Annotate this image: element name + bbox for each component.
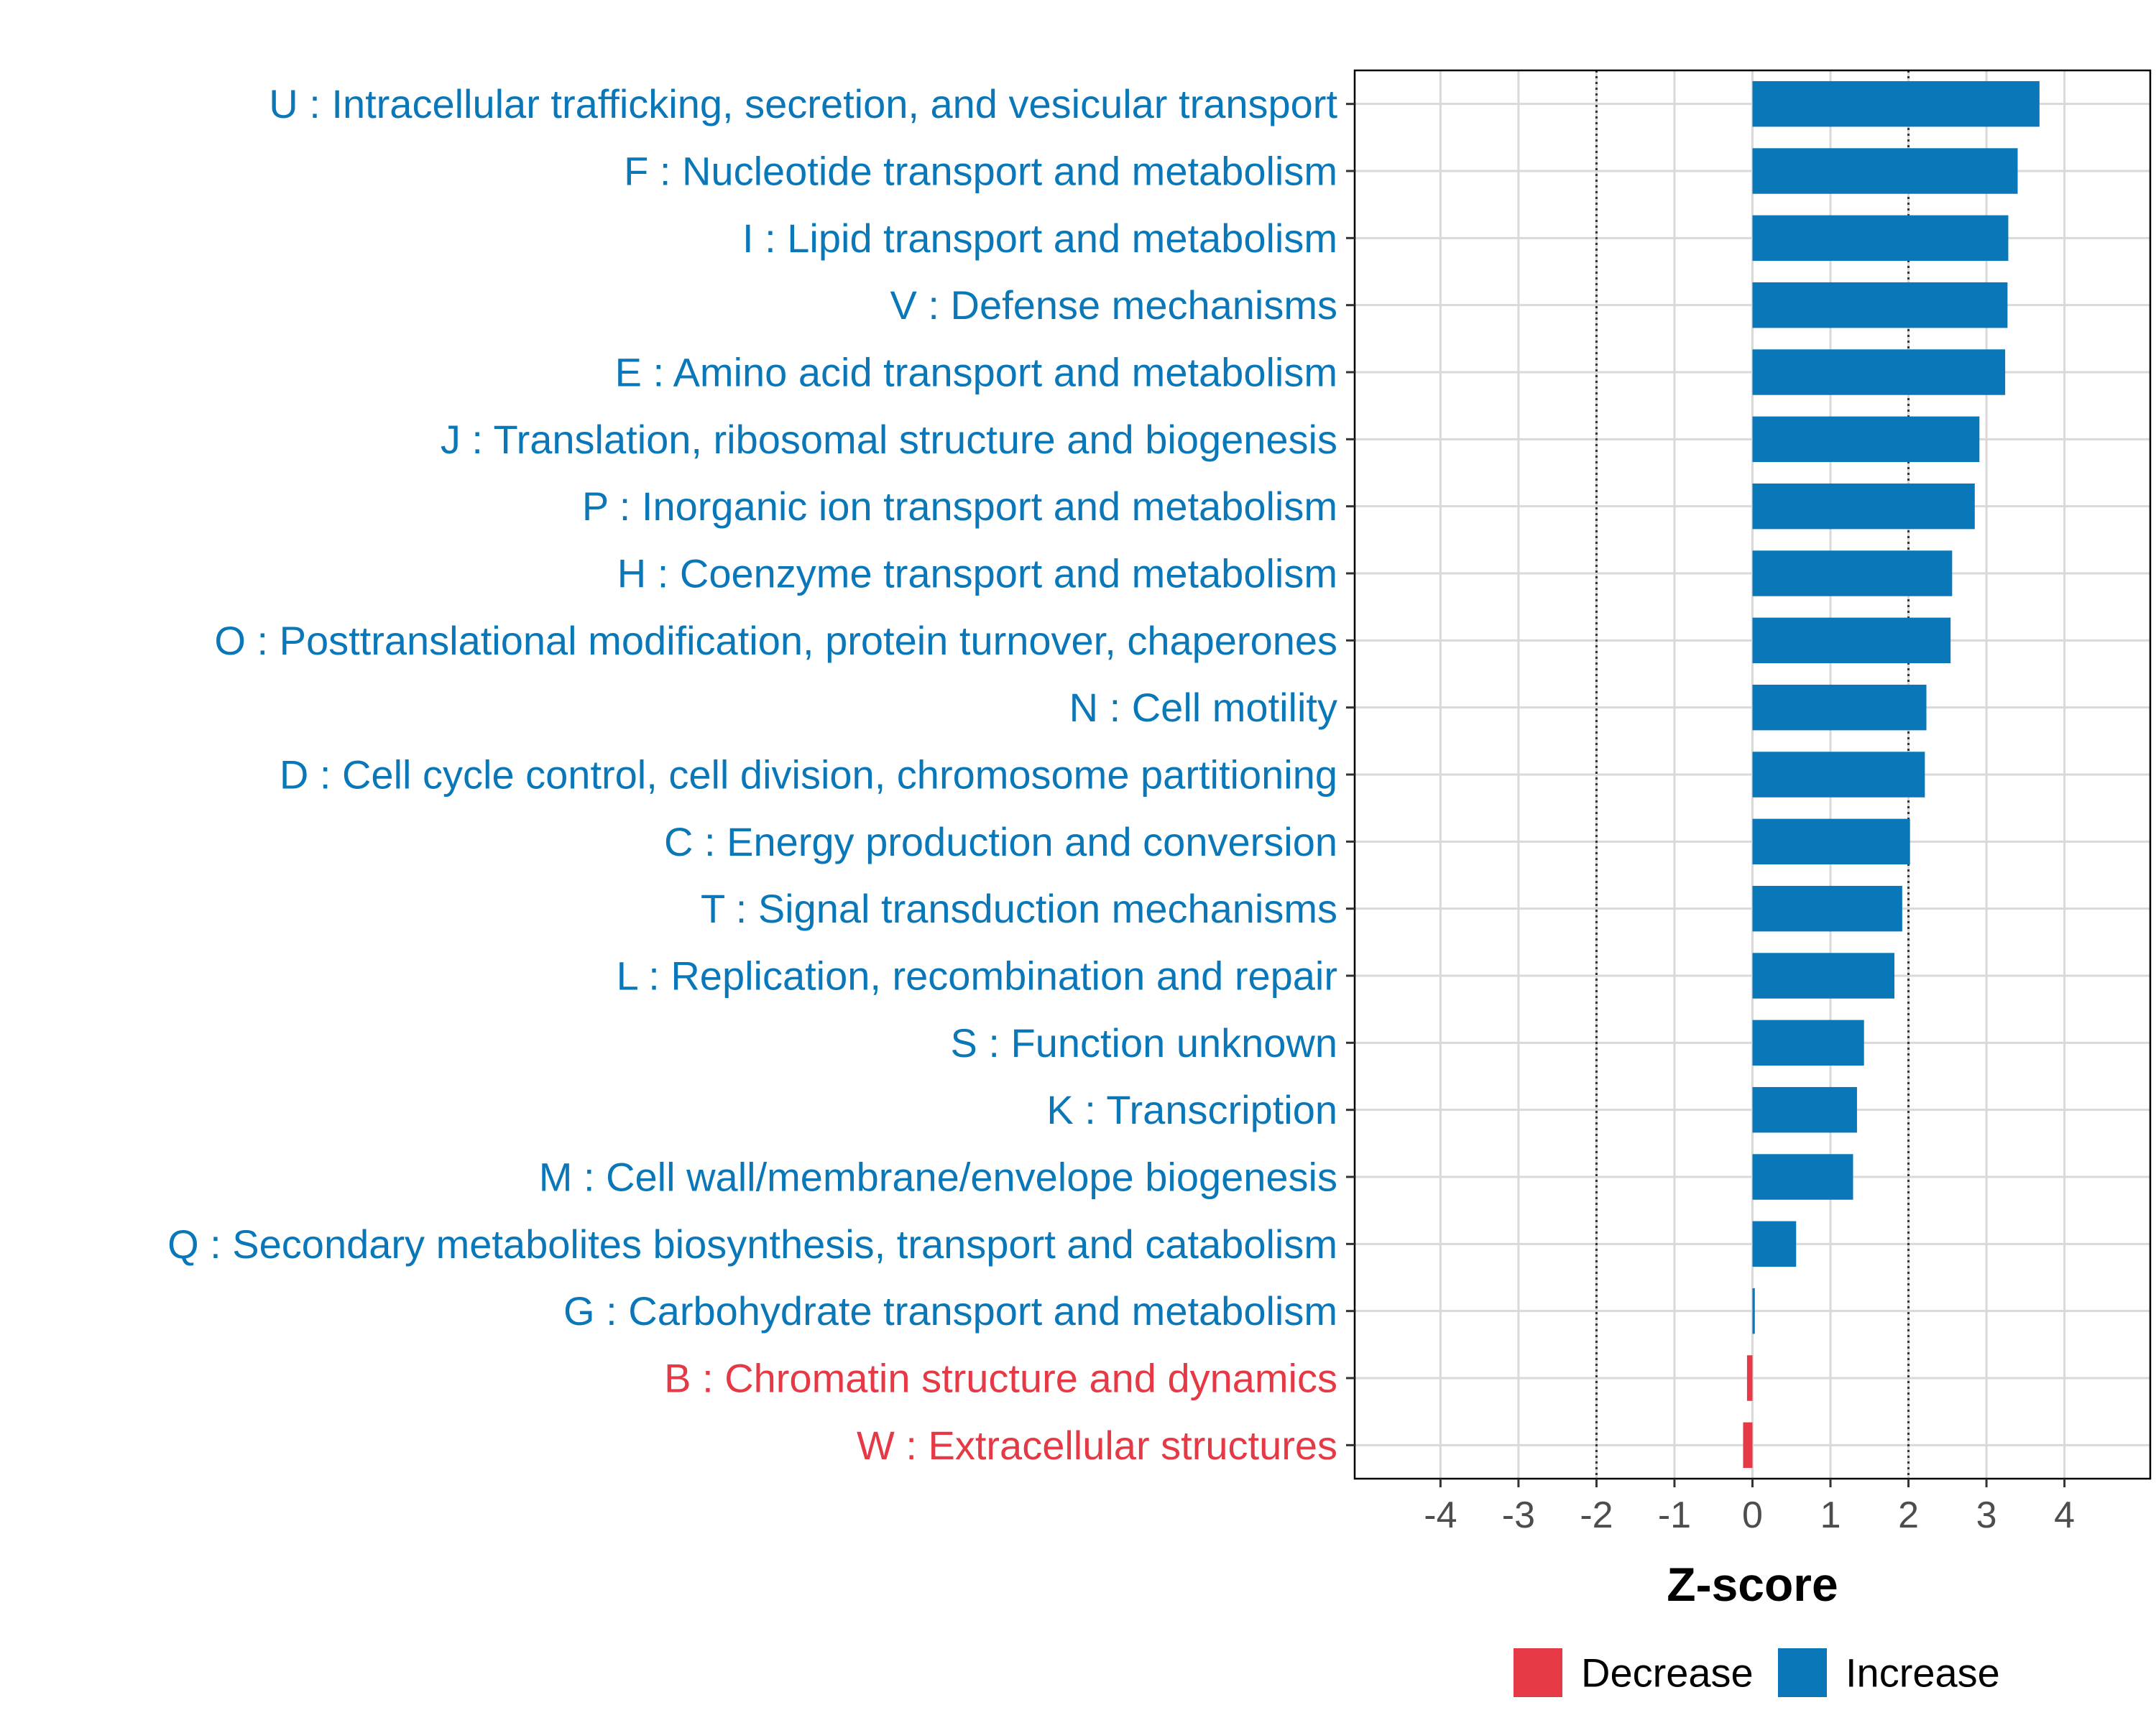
category-label: T : Signal transduction mechanisms (701, 886, 1337, 931)
category-label: L : Replication, recombination and repai… (617, 953, 1337, 999)
x-tick-label: -2 (1580, 1494, 1613, 1536)
category-label: P : Inorganic ion transport and metaboli… (582, 484, 1337, 529)
x-tick-label: 2 (1898, 1494, 1919, 1536)
category-label: J : Translation, ribosomal structure and… (441, 417, 1337, 462)
x-tick-label: -1 (1658, 1494, 1691, 1536)
y-axis-labels: U : Intracellular trafficking, secretion… (167, 81, 1337, 1468)
bar (1746, 1355, 1753, 1401)
legend-swatch-increase (1778, 1648, 1827, 1697)
legend-label-decrease: Decrease (1581, 1650, 1754, 1696)
bar (1752, 752, 1925, 798)
category-label: W : Extracellular structures (857, 1423, 1337, 1468)
category-label: K : Transcription (1046, 1087, 1337, 1132)
y-axis-ticks (1346, 103, 1355, 1446)
x-tick-label: 0 (1742, 1494, 1763, 1536)
category-label: S : Function unknown (950, 1020, 1337, 1066)
x-axis-ticks: -4 -3 -2 -1 0 1 2 3 4 (1424, 1479, 2075, 1536)
legend-label-increase: Increase (1846, 1650, 2000, 1696)
bar (1752, 148, 2018, 194)
category-label: N : Cell motility (1069, 685, 1337, 730)
x-axis-title: Z-score (1667, 1558, 1838, 1611)
bar (1752, 1154, 1853, 1200)
x-tick-label: -3 (1502, 1494, 1535, 1536)
bar (1752, 80, 2040, 127)
category-label: F : Nucleotide transport and metabolism (624, 149, 1337, 194)
category-label: B : Chromatin structure and dynamics (664, 1356, 1337, 1401)
bar (1752, 1020, 1864, 1066)
category-label: C : Energy production and conversion (664, 819, 1337, 864)
category-label: M : Cell wall/membrane/envelope biogenes… (539, 1155, 1337, 1200)
x-tick-label: -4 (1424, 1494, 1457, 1536)
bar (1752, 349, 2006, 395)
bar (1743, 1422, 1753, 1469)
bar (1752, 885, 1902, 932)
bar (1752, 1086, 1857, 1133)
bar (1752, 1221, 1797, 1267)
bars (1743, 80, 2040, 1469)
bar (1752, 617, 1951, 664)
x-tick-label: 3 (1976, 1494, 1997, 1536)
bar (1752, 416, 1980, 463)
legend-swatch-decrease (1514, 1648, 1562, 1697)
x-tick-label: 1 (1820, 1494, 1841, 1536)
bar (1752, 953, 1895, 999)
x-tick-label: 4 (2054, 1494, 2075, 1536)
category-label: I : Lipid transport and metabolism (742, 216, 1337, 261)
category-label: E : Amino acid transport and metabolism (615, 350, 1337, 395)
bar (1752, 282, 2008, 328)
bar (1752, 215, 2009, 262)
legend: Decrease Increase (1514, 1648, 2000, 1697)
category-label: V : Defense mechanisms (890, 282, 1337, 328)
category-label: D : Cell cycle control, cell division, c… (280, 752, 1337, 798)
category-label: O : Posttranslational modification, prot… (214, 618, 1337, 663)
bar (1752, 483, 1975, 530)
bar (1752, 550, 1953, 596)
category-label: G : Carbohydrate transport and metabolis… (563, 1288, 1337, 1334)
bar (1752, 818, 1910, 865)
bar (1752, 1288, 1755, 1334)
category-label: Q : Secondary metabolites biosynthesis, … (167, 1221, 1337, 1267)
category-label: H : Coenzyme transport and metabolism (617, 551, 1337, 596)
category-label: U : Intracellular trafficking, secretion… (269, 81, 1337, 126)
bar (1752, 684, 1927, 731)
reference-lines (1595, 70, 1910, 1479)
